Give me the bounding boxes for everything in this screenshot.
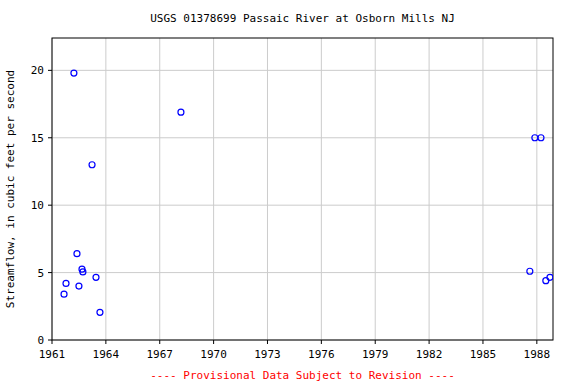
data-point <box>93 274 99 280</box>
y-tick-label: 5 <box>37 267 44 280</box>
x-tick-label: 1985 <box>470 348 497 361</box>
x-tick-label: 1976 <box>308 348 335 361</box>
y-tick-label: 15 <box>31 132 44 145</box>
x-grid-line <box>213 38 214 340</box>
data-point <box>97 309 103 315</box>
data-point <box>532 135 538 141</box>
x-grid-line <box>159 38 160 340</box>
x-grid-line <box>105 38 106 340</box>
x-tick-label: 1988 <box>524 348 551 361</box>
x-tick <box>429 340 430 344</box>
data-point <box>543 278 549 284</box>
x-tick-label: 1982 <box>416 348 443 361</box>
plot-frame <box>52 38 553 340</box>
x-tick <box>375 340 376 344</box>
data-point <box>74 251 80 257</box>
background <box>0 0 576 384</box>
y-tick-label: 0 <box>37 334 44 347</box>
y-tick <box>48 272 52 273</box>
x-tick <box>321 340 322 344</box>
data-point <box>63 280 69 286</box>
x-grid-line <box>429 38 430 340</box>
y-grid-line <box>52 272 553 273</box>
x-tick-label: 1961 <box>39 348 66 361</box>
x-tick <box>105 340 106 344</box>
x-grid-line <box>267 38 268 340</box>
x-grid-line <box>375 38 376 340</box>
chart: USGS 01378699 Passaic River at Osborn Mi… <box>0 0 576 384</box>
title: USGS 01378699 Passaic River at Osborn Mi… <box>150 12 455 25</box>
x-grid-line <box>482 38 483 340</box>
x-tick-label: 1979 <box>362 348 389 361</box>
y-tick <box>48 205 52 206</box>
x-tick-label: 1964 <box>93 348 120 361</box>
x-tick <box>267 340 268 344</box>
y-tick-label: 20 <box>31 64 44 77</box>
data-point <box>61 291 67 297</box>
x-grid-line <box>321 38 322 340</box>
y-grid-line <box>52 70 553 71</box>
y-axis-label: Streamflow, in cubic feet per second <box>4 70 17 308</box>
data-point <box>76 283 82 289</box>
y-tick-label: 10 <box>31 199 44 212</box>
y-grid-line <box>52 205 553 206</box>
x-tick <box>159 340 160 344</box>
x-tick-label: 1973 <box>254 348 281 361</box>
y-tick <box>48 70 52 71</box>
data-point <box>178 109 184 115</box>
y-tick <box>48 340 52 341</box>
footer-note: ---- Provisional Data Subject to Revisio… <box>150 369 455 382</box>
data-point <box>538 135 544 141</box>
points <box>61 70 553 315</box>
x-tick <box>536 340 537 344</box>
x-tick-label: 1970 <box>200 348 227 361</box>
x-tick <box>213 340 214 344</box>
data-point <box>547 274 553 280</box>
data-point <box>89 162 95 168</box>
grid <box>52 38 553 340</box>
data-point <box>527 268 533 274</box>
x-tick-label: 1967 <box>146 348 173 361</box>
y-grid-line <box>52 137 553 138</box>
x-tick <box>52 340 53 344</box>
x-grid-line <box>536 38 537 340</box>
data-point <box>71 70 77 76</box>
data-point <box>80 269 86 275</box>
y-tick <box>48 137 52 138</box>
x-tick <box>482 340 483 344</box>
